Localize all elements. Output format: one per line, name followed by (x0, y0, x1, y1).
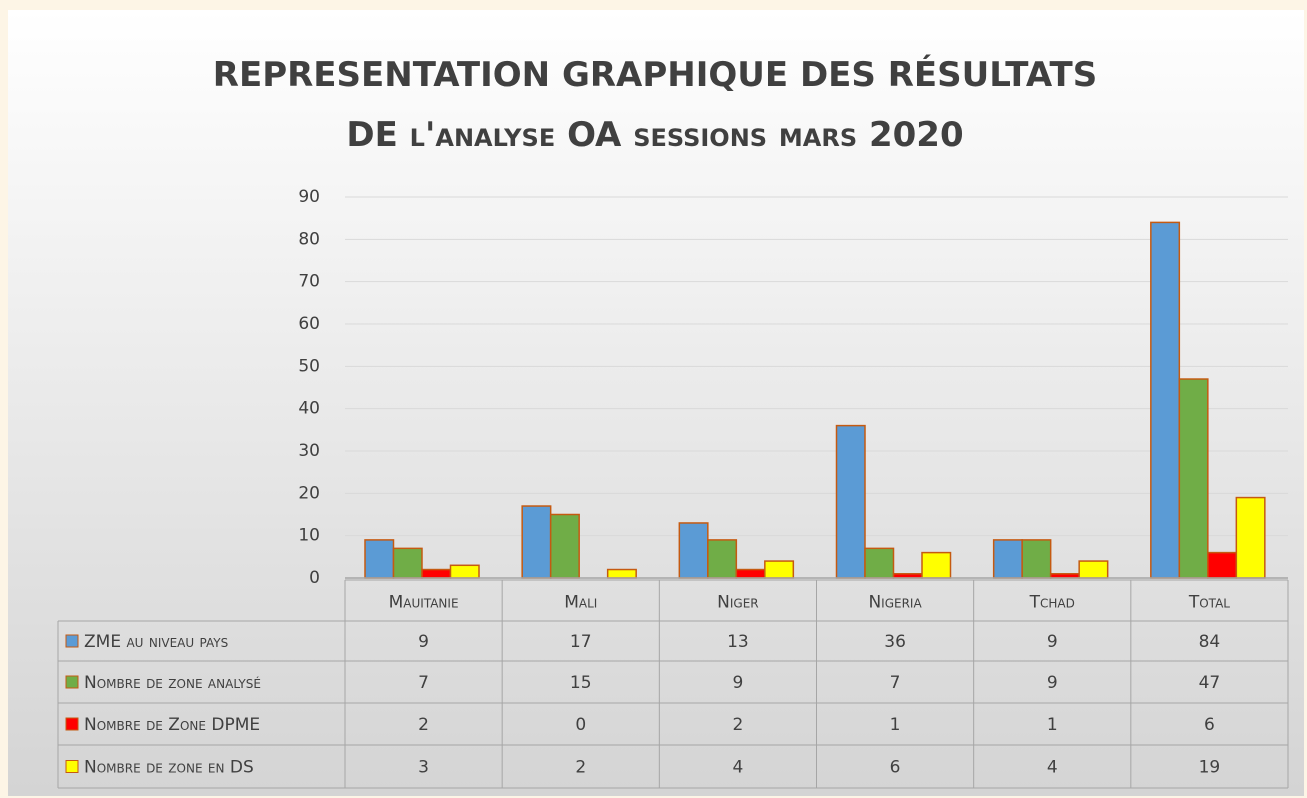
legend-key (65, 717, 79, 731)
x-tick-label: Niger (717, 593, 758, 613)
table-value: 1 (890, 715, 901, 735)
chart-title: REPRESENTATION GRAPHIQUE DES RÉSULTATS D… (212, 55, 1098, 155)
legend-label: Nombre de zone en DS (84, 758, 254, 778)
y-tick-label: 80 (298, 229, 320, 249)
table-value: 7 (890, 673, 901, 693)
bar (1178, 378, 1209, 579)
x-tick-label: Tchad (1029, 593, 1075, 613)
table-value: 36 (884, 632, 906, 652)
bar (549, 513, 580, 579)
table-value: 9 (733, 673, 744, 693)
legend-key (65, 760, 79, 773)
legend-label: Nombre de zone analysé (84, 673, 261, 693)
table-value: 6 (1204, 715, 1215, 735)
y-tick-label: 90 (298, 187, 320, 207)
bar (1078, 560, 1109, 579)
table-value: 6 (890, 758, 901, 778)
y-tick-label: 20 (298, 483, 320, 503)
table-value: 17 (570, 632, 592, 652)
bar (992, 539, 1023, 579)
bar (1021, 539, 1052, 579)
table-value: 9 (418, 632, 429, 652)
table-value: 47 (1199, 673, 1221, 693)
bar (835, 424, 866, 579)
bar (764, 560, 795, 579)
table-value: 15 (570, 673, 592, 693)
bar (678, 522, 709, 579)
table-value: 2 (418, 715, 429, 735)
y-tick-label: 30 (298, 441, 320, 461)
bar (735, 568, 766, 579)
table-value: 2 (575, 758, 586, 778)
table-value: 7 (418, 673, 429, 693)
x-tick-label: Nigeria (868, 593, 922, 613)
table-value: 19 (1199, 758, 1221, 778)
y-tick-label: 50 (298, 356, 320, 376)
table-value: 9 (1047, 673, 1058, 693)
table-value: 2 (733, 715, 744, 735)
table-value: 13 (727, 632, 749, 652)
bar (707, 539, 738, 579)
y-tick-label: 40 (298, 399, 320, 419)
x-tick-label: Mali (564, 593, 597, 613)
bar (921, 551, 952, 579)
y-tick-label: 0 (309, 568, 320, 588)
x-tick-label: Total (1188, 593, 1230, 613)
legend-key (65, 675, 79, 689)
chart-background (8, 10, 1304, 796)
table-value: 1 (1047, 715, 1058, 735)
bar (449, 564, 480, 579)
legend-label: Nombre de Zone DPME (84, 715, 260, 735)
y-tick-label: 10 (298, 526, 320, 546)
bar (392, 547, 423, 579)
y-tick-label: 60 (298, 314, 320, 334)
y-tick-label: 70 (298, 272, 320, 292)
bar (1150, 221, 1181, 579)
legend-key (65, 634, 79, 648)
bar (521, 505, 552, 579)
bar (864, 547, 895, 579)
table-value: 4 (733, 758, 744, 778)
table-value: 0 (575, 715, 586, 735)
bar (421, 568, 452, 579)
table-value: 4 (1047, 758, 1058, 778)
bar (1235, 496, 1266, 579)
table-value: 3 (418, 758, 429, 778)
bar (1207, 551, 1238, 579)
bar (364, 539, 395, 579)
table-value: 84 (1199, 632, 1221, 652)
bar (606, 568, 637, 579)
legend-label: ZME au niveau pays (84, 632, 228, 652)
x-tick-label: Mauitanie (389, 593, 459, 613)
table-value: 9 (1047, 632, 1058, 652)
